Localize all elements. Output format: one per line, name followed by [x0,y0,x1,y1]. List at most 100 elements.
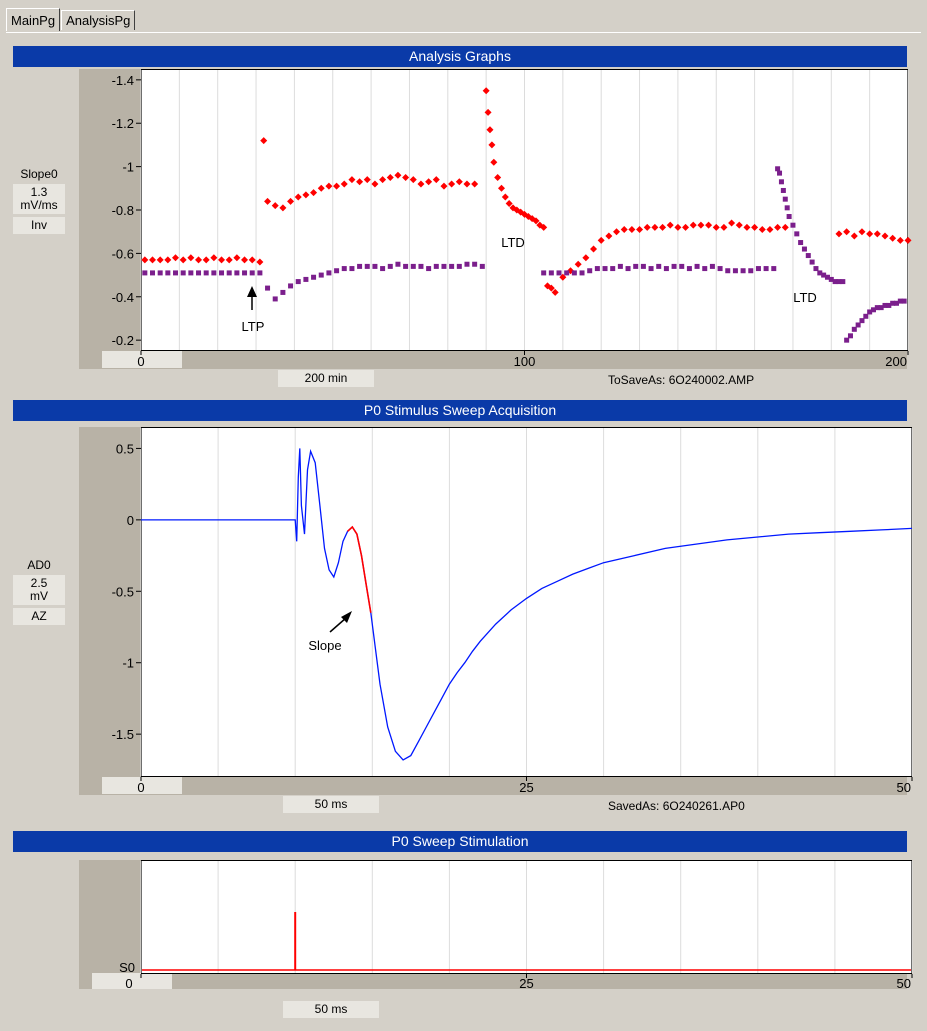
analysis-ytick-label: -1 [122,160,134,175]
analysis-point-red [766,226,774,234]
analysis-point-purple [790,222,796,228]
analysis-point-red [260,137,268,145]
analysis-window-box[interactable]: 200 min [278,370,374,387]
acquisition-x-start-box[interactable] [102,777,182,794]
analysis-point-purple [242,270,248,276]
analysis-point-purple [828,276,834,282]
analysis-unit: mV/ms [20,198,58,212]
analysis-point-red [179,256,187,264]
ltd-label-2: LTD [793,290,817,305]
analysis-point-purple [656,263,662,269]
analysis-point-purple [226,270,232,276]
acquisition-scale-value: 2.5 [30,576,48,590]
analysis-point-red [482,87,490,95]
analysis-point-red [751,223,759,231]
analysis-point-purple [694,263,700,269]
analysis-point-purple [234,270,240,276]
analysis-point-purple [686,266,692,272]
acquisition-yaxis-gutter [79,427,141,777]
stimulation-x-start-box[interactable] [92,973,172,989]
analysis-mode-button[interactable]: Inv [13,217,65,234]
analysis-point-red [432,176,440,184]
analysis-point-purple [165,270,171,276]
analysis-point-red [494,173,502,181]
analysis-point-red [310,189,318,197]
analysis-point-purple [847,333,853,339]
analysis-point-red [532,217,540,225]
analysis-point-purple [571,270,577,276]
analysis-ytick-label: -1.4 [112,73,134,88]
analysis-point-purple [372,263,378,269]
analysis-channel-label[interactable]: Slope0 [20,167,58,181]
acquisition-channel-label[interactable]: AD0 [27,558,51,572]
acquisition-window-box[interactable]: 50 ms [283,796,379,813]
analysis-point-red [490,158,498,166]
stimulation-channel-label: S0 [119,960,135,975]
tab-analysispg[interactable]: AnalysisPg [61,10,136,30]
analysis-point-purple [782,196,788,202]
analysis-point-red [705,221,713,229]
analysis-point-red [835,230,843,238]
analysis-point-purple [303,276,309,282]
acquisition-save-status: SavedAs: 6O240261.AP0 [608,799,745,813]
acquisition-ytick-label: 0.5 [116,441,134,456]
acquisition-mode-button[interactable]: AZ [13,608,65,625]
analysis-point-purple [840,279,846,285]
analysis-point-red [425,178,433,186]
analysis-point-red [463,180,471,188]
analysis-point-red [689,221,697,229]
analysis-point-red [666,221,674,229]
analysis-point-red [866,230,874,238]
page-tabs: MainPg AnalysisPg [6,8,136,32]
analysis-point-red [256,258,264,266]
analysis-point-purple [640,263,646,269]
analysis-point-purple [893,300,899,306]
analysis-point-purple [579,270,585,276]
analysis-xaxis-gutter [79,351,907,369]
analysis-point-red [574,260,582,268]
acquisition-scale-box[interactable]: 2.5 mV [13,575,65,605]
analysis-point-red [904,236,912,244]
analysis-point-red [333,182,341,190]
analysis-scale-box[interactable]: 1.3 mV/ms [13,184,65,214]
stimulation-window-box[interactable]: 50 ms [283,1001,379,1018]
analysis-chart: -1.4 -1.2 -1 -0.8 -0.6 -0.4 -0.20 100 200 LTP LTD L… [112,70,912,369]
analysis-xtick-label: 100 [514,354,536,369]
analysis-ytick-label: -0.6 [112,246,134,261]
analysis-point-red [141,256,149,264]
analysis-point-red [294,193,302,201]
analysis-point-red [340,180,348,188]
acquisition-trace [141,448,913,761]
analysis-point-red [172,254,180,262]
analysis-point-red [488,141,496,149]
acquisition-xtick-label: 50 [897,780,911,795]
acquisition-ytick-label: -1 [122,656,134,671]
analysis-point-purple [211,270,217,276]
analysis-point-red [605,232,613,240]
analysis-point-red [379,176,387,184]
analysis-point-purple [798,240,804,246]
analysis-point-red [356,178,364,186]
analysis-point-red [317,184,325,192]
acquisition-ytick-label: 0 [127,513,134,528]
analysis-point-purple [763,266,769,272]
analysis-point-red [187,254,195,262]
analysis-xtick-label: 0 [137,354,144,369]
analysis-ytick-label: -0.8 [112,203,134,218]
analysis-point-red [620,226,628,234]
analysis-point-purple [180,270,186,276]
analysis-point-red [271,202,279,210]
slope-label: Slope [308,638,341,653]
stimulation-xtick-label: 25 [519,976,533,991]
analysis-point-purple [755,266,761,272]
analysis-scale-value: 1.3 [30,185,48,199]
analysis-x-start-box[interactable] [102,351,182,368]
tab-mainpg[interactable]: MainPg [6,8,61,31]
analysis-point-red [302,191,310,199]
analysis-point-purple [617,263,623,269]
analysis-point-purple [318,272,324,278]
analysis-point-purple [272,296,278,302]
analysis-point-purple [832,279,838,285]
analysis-point-red [363,176,371,184]
analysis-point-red [440,182,448,190]
